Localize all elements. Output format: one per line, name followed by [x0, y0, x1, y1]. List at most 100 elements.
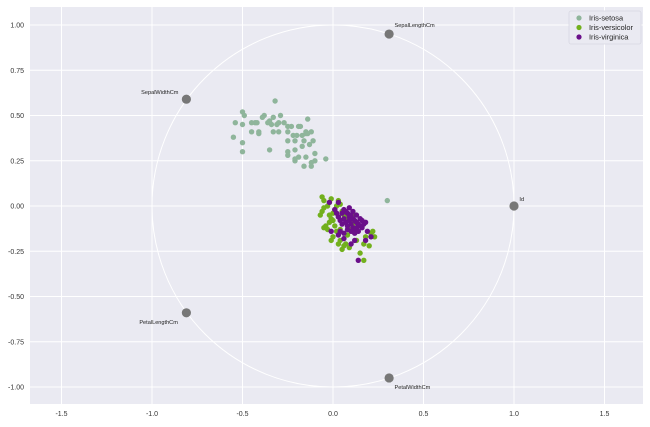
- data-point: [326, 212, 333, 218]
- data-point: [335, 199, 342, 206]
- data-point: [301, 138, 307, 144]
- data-point: [256, 129, 262, 135]
- data-point: [276, 129, 282, 135]
- data-point: [288, 123, 295, 130]
- data-point: [328, 228, 334, 234]
- data-point: [248, 129, 255, 135]
- data-point: [239, 140, 246, 146]
- data-point: [270, 114, 276, 121]
- legend-label: Iris-versicolor: [589, 23, 633, 32]
- y-tick-label: 1.00: [10, 23, 24, 30]
- feature-marker: [181, 308, 191, 318]
- data-point: [241, 112, 247, 119]
- data-point: [364, 228, 371, 234]
- feature-petallengthcm: PetalLengthCm: [139, 308, 191, 326]
- data-point: [305, 116, 311, 122]
- data-point: [361, 257, 367, 263]
- data-point: [292, 147, 298, 153]
- data-point: [348, 241, 354, 247]
- data-point: [312, 150, 318, 157]
- legend-box: [568, 10, 642, 45]
- x-tick-label: -0.5: [236, 411, 248, 418]
- x-tick-label: 1.0: [509, 411, 519, 418]
- feature-marker: [509, 201, 519, 211]
- data-point: [285, 129, 291, 135]
- data-point: [239, 149, 246, 155]
- y-axis-ticks: 1.00 0.75 0.50 0.25 0.00 -0.25 -0.50 -0.75 -1.00: [8, 23, 24, 392]
- data-point: [301, 163, 307, 169]
- data-point: [254, 120, 260, 126]
- y-tick-label: -0.25: [8, 249, 24, 256]
- y-tick-label: 0.25: [10, 158, 24, 165]
- data-point: [359, 217, 365, 224]
- data-point: [277, 112, 284, 119]
- data-point: [310, 138, 316, 144]
- data-point: [268, 121, 275, 128]
- x-tick-label: -1.0: [146, 411, 158, 418]
- data-point: [332, 223, 338, 229]
- data-point: [350, 208, 356, 215]
- legend-item: Iris-setosa: [576, 14, 624, 23]
- data-point: [384, 197, 390, 204]
- data-point: [366, 243, 372, 249]
- data-point: [239, 121, 246, 128]
- data-point: [281, 120, 287, 126]
- data-point: [328, 237, 334, 244]
- data-point: [297, 123, 304, 130]
- data-point: [368, 234, 374, 240]
- grid-lines: [30, 7, 643, 404]
- y-tick-label: -0.75: [8, 339, 24, 346]
- data-point: [357, 250, 363, 256]
- x-axis-ticks: -1.5 -1.0 -0.5 0.0 0.5 1.0 1.5: [55, 411, 609, 418]
- legend-marker: [576, 24, 582, 31]
- data-point: [317, 212, 323, 218]
- feature-marker: [384, 373, 394, 383]
- feature-marker: [384, 29, 394, 39]
- data-point: [332, 206, 338, 213]
- x-tick-label: -1.5: [55, 411, 67, 418]
- data-point: [292, 138, 298, 144]
- x-tick-label: 0.5: [419, 411, 429, 418]
- data-point: [323, 156, 329, 162]
- data-point: [335, 232, 342, 238]
- y-tick-label: -1.00: [8, 385, 24, 392]
- y-tick-label: 0.75: [10, 68, 24, 75]
- feature-vectors: SepalLengthCm SepalWidthCm Id PetalLengthCm…: [139, 23, 524, 391]
- data-point: [285, 152, 291, 158]
- data-point: [308, 129, 314, 135]
- data-point: [299, 143, 305, 149]
- data-point: [292, 158, 298, 164]
- data-point: [261, 112, 267, 119]
- feature-sepallengthcm: SepalLengthCm: [384, 23, 435, 39]
- x-tick-label: 0.0: [328, 411, 338, 418]
- legend-label: Iris-virginica: [589, 33, 629, 42]
- data-point: [326, 199, 333, 206]
- data-point: [330, 217, 336, 224]
- data-point: [344, 223, 351, 229]
- data-point: [335, 241, 342, 247]
- data-point: [362, 237, 369, 244]
- series-iris-virginica: [326, 199, 374, 263]
- scatter-points: [230, 98, 390, 263]
- data-point: [341, 235, 347, 242]
- legend-marker: [576, 15, 582, 21]
- data-point: [355, 257, 361, 263]
- feature-label: PetalWidthCm: [395, 385, 431, 391]
- data-point: [266, 147, 273, 153]
- feature-sepalwidthcm: SepalWidthCm: [141, 90, 191, 104]
- x-tick-label: 1.5: [600, 411, 610, 418]
- legend-item: Iris-virginica: [576, 33, 629, 42]
- data-point: [232, 120, 238, 126]
- y-tick-label: 0.00: [10, 204, 24, 211]
- legend-marker: [576, 34, 582, 40]
- feature-label: PetalLengthCm: [139, 320, 178, 326]
- data-point: [230, 134, 237, 140]
- feature-label: SepalLengthCm: [395, 23, 435, 29]
- data-point: [352, 237, 358, 244]
- data-point: [321, 197, 327, 204]
- data-point: [308, 159, 314, 166]
- y-tick-label: -0.50: [8, 294, 24, 301]
